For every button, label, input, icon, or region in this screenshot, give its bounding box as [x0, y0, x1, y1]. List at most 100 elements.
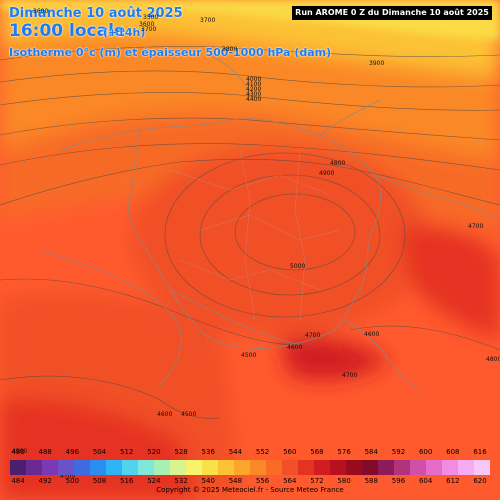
- legend-tick-label: 604: [418, 477, 433, 485]
- isoline-label: 3800: [222, 46, 238, 53]
- legend-tick-label: 612: [446, 477, 460, 485]
- legend-swatch: [106, 460, 122, 475]
- legend-swatch: [266, 460, 282, 475]
- legend-swatch: [10, 460, 26, 475]
- isoline-label: 3600: [139, 21, 155, 28]
- legend-tick-label: 512: [120, 448, 134, 456]
- legend-swatch: [362, 460, 378, 475]
- legend-tick-label: 556: [255, 477, 270, 485]
- legend-tick-label: 572: [310, 477, 324, 485]
- legend-tick-label: 500: [65, 477, 80, 485]
- color-legend: 480 488 496 504 512 520 528 536 544 552 560 568 576 5…: [10, 448, 490, 488]
- legend-swatch: [474, 460, 490, 475]
- legend-swatch: [458, 460, 474, 475]
- isoline-label: 4200: [246, 86, 262, 93]
- forecast-offset: (+14h): [103, 26, 146, 39]
- legend-tick-label: 564: [283, 477, 297, 485]
- legend-swatch: [202, 460, 218, 475]
- map-title: Isotherme 0°c (m) et épaisseur 500-1000 …: [9, 46, 332, 59]
- legend-tick-label: 560: [283, 448, 297, 456]
- isoline-label: 3900: [369, 60, 385, 67]
- legend-tick-label: 508: [92, 477, 107, 485]
- legend-tick-label: 576: [337, 448, 351, 456]
- legend-swatch: [314, 460, 330, 475]
- legend-tick-label: 568: [310, 448, 324, 456]
- forecast-date: Dimanche 10 août 2025: [9, 6, 183, 21]
- isoline-label: 3700: [200, 17, 216, 24]
- legend-swatch: [74, 460, 90, 475]
- legend-tick-label: 504: [92, 448, 107, 456]
- isoline-label: 3600: [33, 8, 49, 15]
- isoline-label: 4600: [287, 344, 303, 351]
- isoline-label: 4600: [364, 331, 380, 338]
- isoline-label: 4700: [60, 473, 76, 480]
- isoline-label: 4700: [468, 223, 484, 230]
- legend-tick-label: 540: [201, 477, 215, 485]
- country-borders: [39, 54, 500, 391]
- legend-tick-label: 536: [201, 448, 215, 456]
- region-borders: [169, 149, 341, 321]
- legend-color-bar: [10, 460, 490, 475]
- legend-swatch: [298, 460, 314, 475]
- legend-swatch: [234, 460, 250, 475]
- legend-tick-label: 520: [147, 448, 161, 456]
- legend-top-labels: 480 488 496 504 512 520 528 536 544 552 560 568 576 5…: [10, 448, 490, 458]
- legend-tick-label: 608: [446, 448, 460, 456]
- legend-swatch: [218, 460, 234, 475]
- legend-tick-label: 496: [65, 448, 80, 456]
- legend-tick-label: 516: [120, 477, 134, 485]
- isoline-label: 4500: [181, 411, 197, 418]
- isoline-label: 4700: [305, 332, 321, 339]
- legend-tick-label: 532: [174, 477, 188, 485]
- isoline-label: 4500: [241, 352, 257, 359]
- legend-swatch: [282, 460, 298, 475]
- isoline-label: 4500: [12, 448, 28, 455]
- legend-swatch: [26, 460, 42, 475]
- legend-tick-label: 544: [228, 448, 243, 456]
- legend-swatch: [122, 460, 138, 475]
- legend-swatch: [42, 460, 58, 475]
- legend-tick-label: 580: [337, 477, 351, 485]
- legend-tick-label: 524: [147, 477, 161, 485]
- isolines: [0, 46, 500, 419]
- legend-tick-label: 552: [255, 448, 270, 456]
- legend-tick-label: 488: [38, 448, 52, 456]
- isoline-label: 4300: [246, 91, 262, 98]
- isoline-label: 4700: [342, 372, 358, 379]
- legend-tick-label: 588: [364, 477, 378, 485]
- isoline-label: 4400: [246, 96, 262, 103]
- legend-tick-label: 592: [391, 448, 406, 456]
- isoline-label: 4000: [246, 76, 262, 83]
- isoline-label: 4800: [486, 356, 500, 363]
- run-label: Run AROME 0 Z du Dimanche 10 août 2025: [292, 6, 492, 20]
- isoline-label: 4600: [157, 411, 173, 418]
- copyright: Copyright © 2025 Meteociel.fr - Source M…: [156, 486, 344, 494]
- legend-tick-label: 480: [11, 448, 25, 456]
- isoline-label: 4900: [319, 170, 335, 177]
- legend-swatch: [250, 460, 266, 475]
- legend-tick-label: 600: [418, 448, 433, 456]
- legend-swatch: [138, 460, 154, 475]
- legend-swatch: [90, 460, 106, 475]
- legend-tick-label: 548: [228, 477, 243, 485]
- isoline-label: 4100: [246, 81, 262, 88]
- legend-swatch: [346, 460, 362, 475]
- legend-tick-label: 528: [174, 448, 188, 456]
- legend-swatch: [186, 460, 202, 475]
- legend-swatch: [170, 460, 186, 475]
- legend-tick-label: 584: [364, 448, 378, 456]
- legend-tick-label: 596: [391, 477, 406, 485]
- legend-swatch: [378, 460, 394, 475]
- legend-swatch: [330, 460, 346, 475]
- isoline-label: 4800: [330, 160, 346, 167]
- forecast-time: 16:00 locale: [9, 21, 126, 41]
- isoline-label: 3700: [141, 26, 157, 33]
- legend-swatch: [410, 460, 426, 475]
- legend-tick-label: 492: [38, 477, 52, 485]
- legend-tick-label: 484: [11, 477, 25, 485]
- legend-swatch: [442, 460, 458, 475]
- legend-swatch: [154, 460, 170, 475]
- isoline-label: 3500: [143, 14, 159, 21]
